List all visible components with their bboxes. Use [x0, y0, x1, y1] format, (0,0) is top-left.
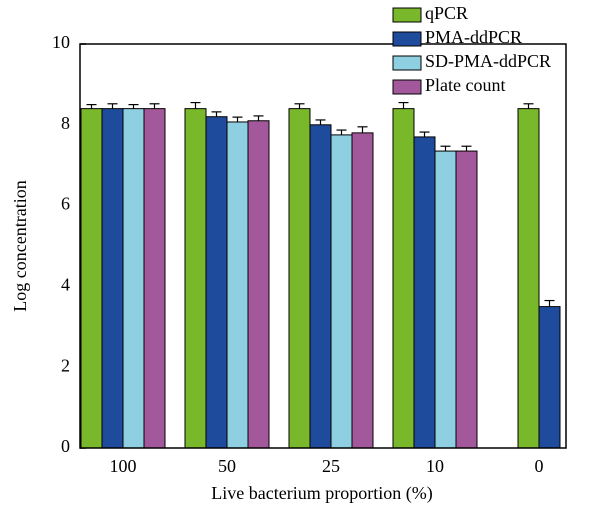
bar	[226, 121, 249, 449]
bar	[538, 306, 561, 449]
legend-swatch	[392, 7, 422, 23]
legend-label: SD-PMA-ddPCR	[425, 51, 551, 71]
y-tick-label: 0	[61, 436, 70, 456]
bar	[434, 150, 457, 449]
bar	[101, 108, 124, 449]
bar	[288, 108, 311, 449]
x-tick-label: 10	[426, 456, 444, 476]
bar	[351, 132, 374, 449]
bar	[309, 124, 332, 449]
plot-frame	[79, 43, 567, 449]
bar	[517, 108, 540, 449]
bar	[247, 120, 270, 449]
legend-label: qPCR	[425, 3, 468, 23]
x-tick-label: 25	[322, 456, 340, 476]
bar	[80, 108, 103, 449]
bar	[122, 108, 145, 449]
legend-label: Plate count	[425, 75, 505, 95]
x-axis-label: Live bacterium proportion (%)	[211, 483, 432, 504]
y-tick-label: 4	[61, 275, 70, 295]
bar	[413, 136, 436, 449]
y-axis-label: Log concentration	[10, 180, 30, 311]
bar	[205, 116, 228, 449]
bar	[455, 150, 478, 449]
bar	[330, 134, 353, 449]
legend-swatch	[392, 55, 422, 71]
x-tick-label: 100	[110, 456, 137, 476]
y-tick-label: 6	[61, 194, 70, 214]
y-tick-label: 10	[52, 32, 70, 52]
x-tick-label: 50	[218, 456, 236, 476]
bar	[143, 108, 166, 449]
bar	[184, 108, 207, 449]
y-tick-label: 2	[61, 355, 70, 375]
bar	[392, 108, 415, 449]
legend-swatch	[392, 31, 422, 47]
y-tick-label: 8	[61, 113, 70, 133]
legend-swatch	[392, 79, 422, 95]
legend-label: PMA-ddPCR	[425, 27, 522, 47]
x-tick-label: 0	[535, 456, 544, 476]
